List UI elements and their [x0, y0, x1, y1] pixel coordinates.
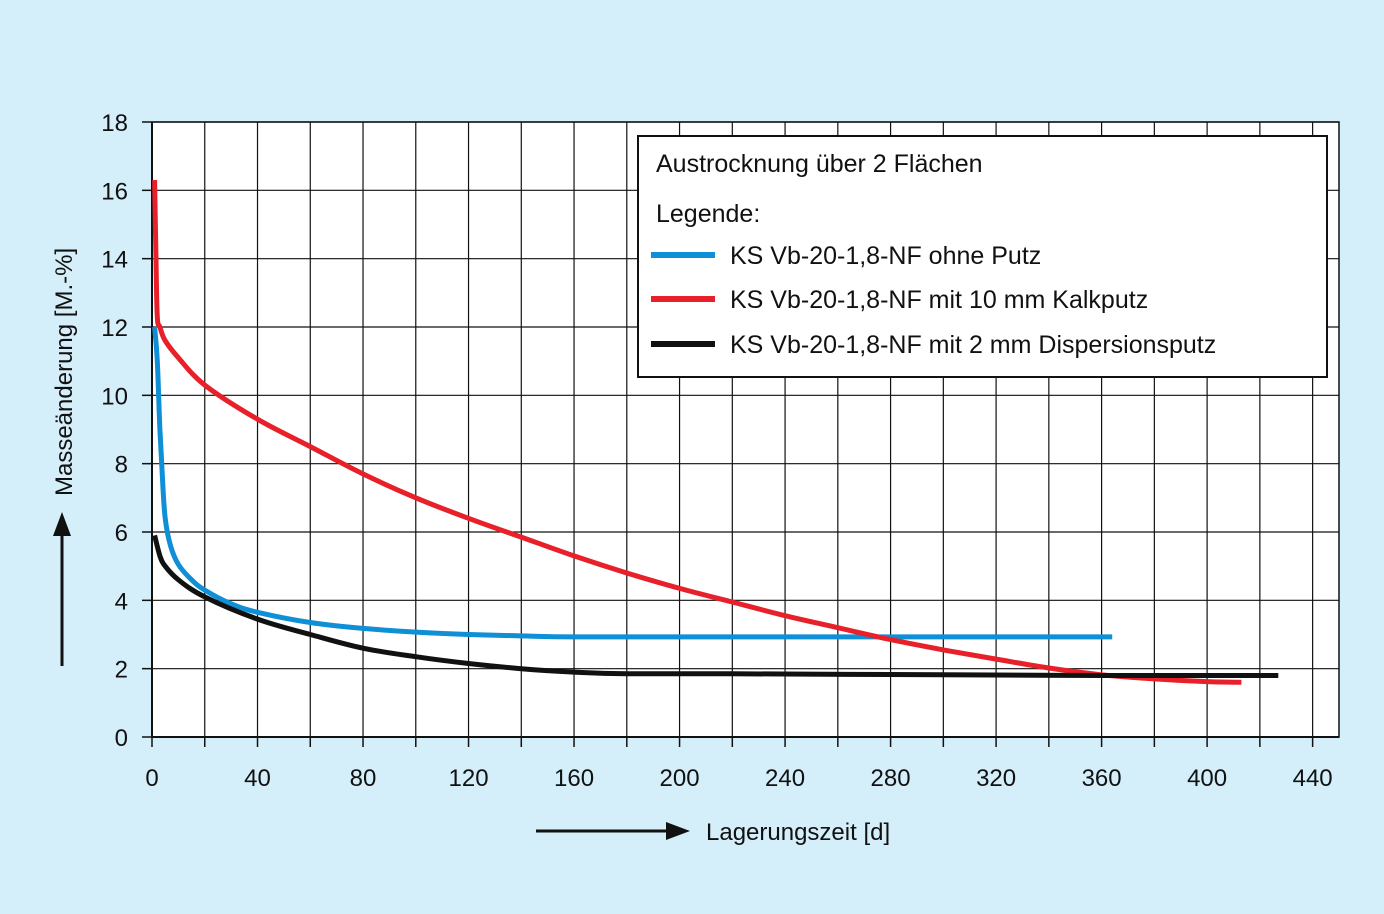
x-tick-label: 280: [871, 765, 911, 792]
series-layer: [152, 180, 1279, 685]
x-axis-ticks: 0 40 80 120 160 200 240 280 320 360 400 440: [145, 737, 1333, 792]
y-tick-label: 18: [101, 110, 128, 137]
y-axis-ticks: 0 2 4 6 8 10 12 14 16 18: [101, 110, 152, 752]
legend-box: [637, 135, 1328, 378]
x-tick-label: 440: [1293, 765, 1333, 792]
y-tick-label: 6: [115, 520, 128, 547]
series-line-kalkputz: [152, 180, 1242, 685]
x-axis-arrow-icon: [666, 822, 690, 840]
y-tick-label: 16: [101, 178, 128, 205]
legend-title: Austrocknung über 2 Flächen: [656, 150, 983, 178]
x-tick-label: 80: [350, 765, 377, 792]
x-axis-title-group: Lagerungszeit [d]: [536, 819, 890, 846]
y-tick-label: 14: [101, 247, 128, 274]
x-tick-label: 160: [554, 765, 594, 792]
x-tick-label: 360: [1082, 765, 1122, 792]
y-tick-label: 4: [115, 588, 128, 615]
legend: Austrocknung über 2 Flächen Legende: KS …: [637, 135, 1328, 378]
x-tick-label: 400: [1187, 765, 1227, 792]
y-axis-arrow-icon: [53, 512, 71, 536]
x-tick-label: 200: [660, 765, 700, 792]
y-axis-title: Masseänderung [M.-%]: [51, 248, 78, 496]
legend-label-ohne-putz: KS Vb-20-1,8-NF ohne Putz: [730, 242, 1041, 270]
y-axis-title-group: Masseänderung [M.-%]: [51, 248, 78, 666]
x-tick-label: 40: [244, 765, 271, 792]
y-tick-label: 10: [101, 383, 128, 410]
y-tick-label: 8: [115, 452, 128, 479]
legend-label-kalkputz: KS Vb-20-1,8-NF mit 10 mm Kalkputz: [730, 286, 1148, 314]
x-tick-label: 120: [449, 765, 489, 792]
x-tick-label: 240: [765, 765, 805, 792]
legend-label-dispersionsputz: KS Vb-20-1,8-NF mit 2 mm Dispersionsputz: [730, 331, 1216, 359]
series-line-dispersionsputz: [152, 534, 1279, 679]
y-tick-label: 2: [115, 657, 128, 684]
y-tick-label: 12: [101, 315, 128, 342]
x-tick-label: 320: [976, 765, 1016, 792]
legend-subtitle: Legende:: [656, 200, 760, 228]
series-line-ohne-putz: [152, 326, 1113, 640]
x-axis-title: Lagerungszeit [d]: [706, 819, 890, 846]
y-tick-label: 0: [115, 725, 128, 752]
x-tick-label: 0: [145, 765, 158, 792]
